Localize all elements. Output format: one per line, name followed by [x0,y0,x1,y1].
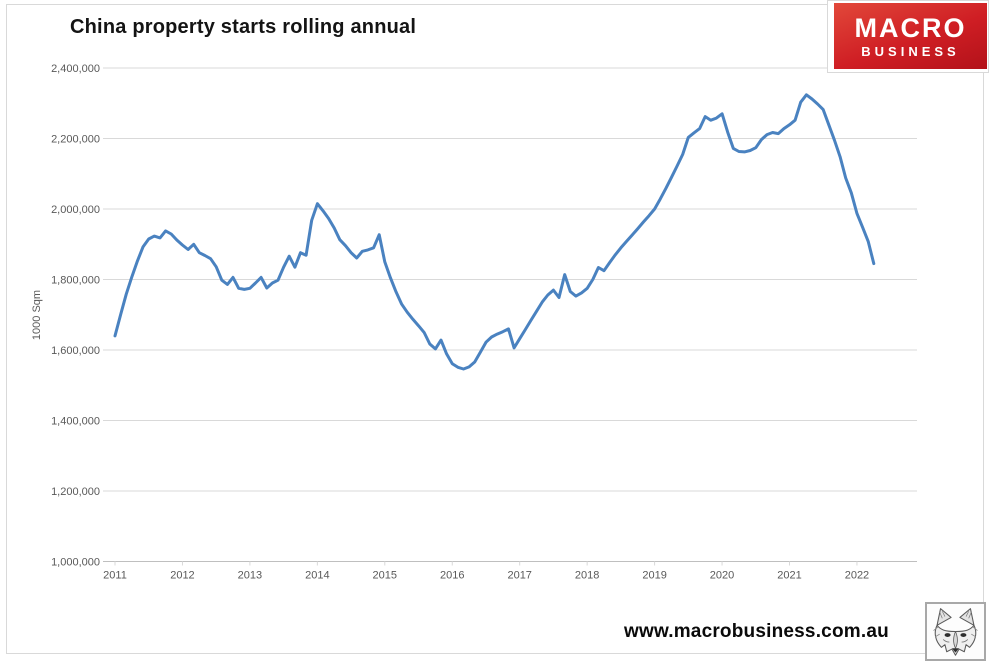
website-url: www.macrobusiness.com.au [624,621,889,642]
x-tick-label: 2016 [440,570,464,582]
y-tick-label: 1,000,000 [51,557,100,569]
x-tick-label: 2020 [710,570,734,582]
x-tick-label: 2017 [507,570,531,582]
x-tick-label: 2014 [305,570,329,582]
x-tick-label: 2012 [170,570,194,582]
x-tick-label: 2021 [777,570,801,582]
data-line-series [113,93,876,371]
chart-frame [6,4,984,654]
y-axis-title: 1000 Sqm [31,290,43,340]
x-tick-label: 2022 [845,570,869,582]
y-tick-label: 1,400,000 [51,416,100,428]
y-tick-label: 2,000,000 [51,204,100,216]
macrobusiness-logo: MACRO BUSINESS [827,0,989,73]
wolf-sketch-icon [933,608,978,656]
logo-text-macro: MACRO [854,12,967,43]
x-tick-label: 2018 [575,570,599,582]
x-tick-label: 2011 [103,570,127,582]
y-tick-label: 2,200,000 [51,134,100,146]
x-tick-label: 2019 [642,570,666,582]
chart-title: China property starts rolling annual [70,16,417,38]
y-tick-label: 2,400,000 [51,63,100,75]
logo-text-business: BUSINESS [861,43,960,59]
y-tick-label: 1,800,000 [51,275,100,287]
y-tick-label: 1,600,000 [51,345,100,357]
x-tick-label: 2013 [238,570,262,582]
x-tick-label: 2015 [373,570,397,582]
macrobusiness-logo-box: MACRO BUSINESS [834,3,987,69]
y-tick-label: 1,200,000 [51,486,100,498]
wolf-logo [925,602,986,661]
